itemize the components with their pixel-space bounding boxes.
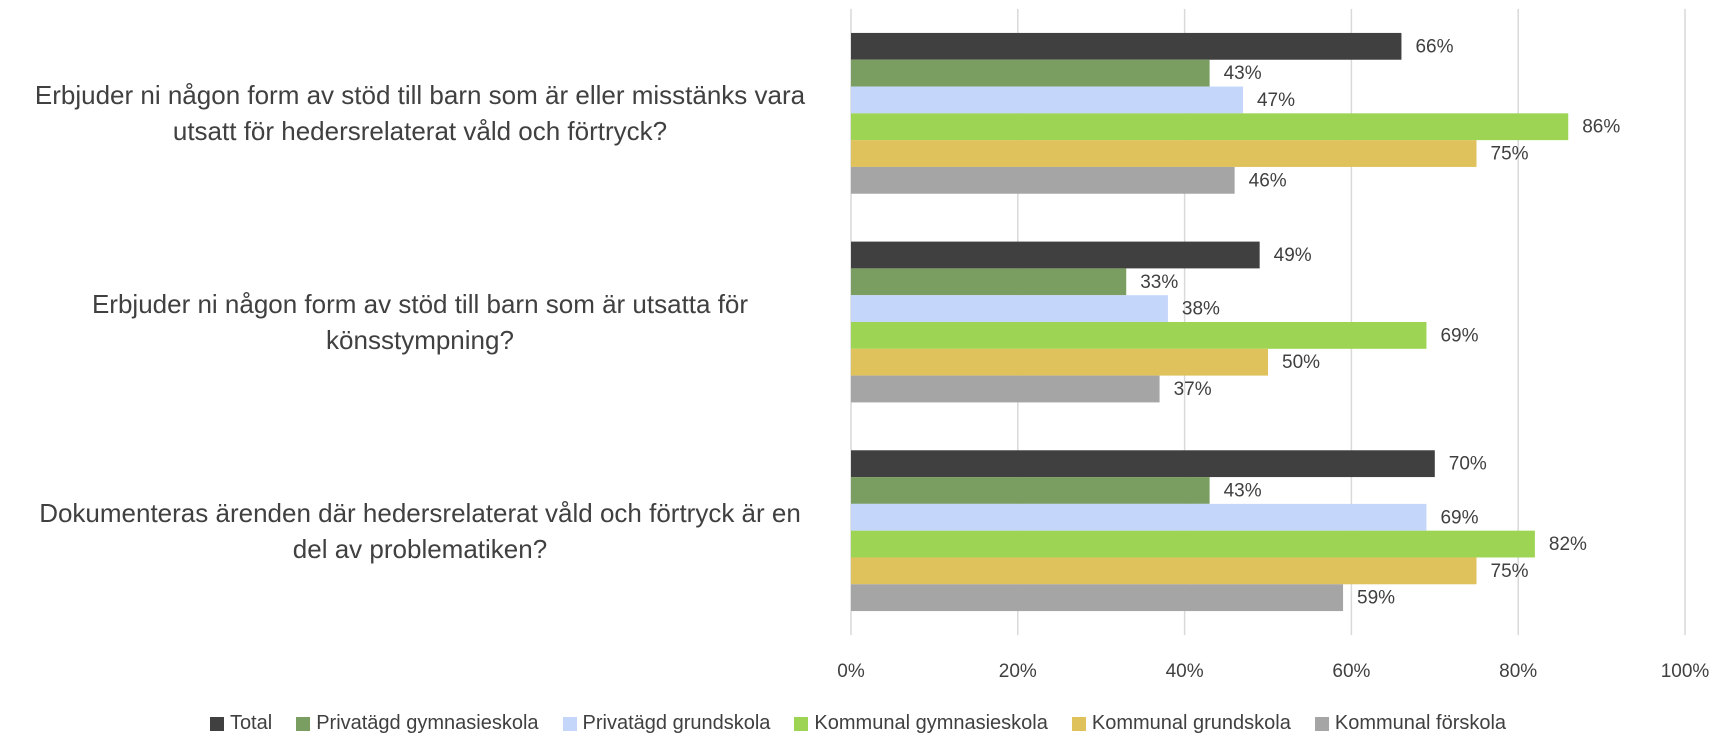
bar bbox=[851, 584, 1344, 612]
x-tick-label: 20% bbox=[999, 661, 1037, 682]
bar bbox=[851, 348, 1268, 376]
bar bbox=[851, 450, 1435, 478]
x-tick-label: 100% bbox=[1661, 661, 1710, 682]
bar bbox=[851, 113, 1569, 141]
data-label: 47% bbox=[1257, 90, 1295, 111]
bar bbox=[851, 32, 1402, 60]
legend-item: Kommunal gymnasieskola bbox=[794, 712, 1048, 735]
legend-label: Kommunal gymnasieskola bbox=[814, 712, 1048, 734]
bar bbox=[851, 86, 1243, 114]
legend-swatch bbox=[794, 716, 809, 731]
bar bbox=[851, 557, 1477, 585]
legend-item: Privatägd gymnasieskola bbox=[296, 712, 539, 735]
bar bbox=[851, 295, 1168, 322]
legend-swatch bbox=[209, 716, 224, 731]
x-tick-label: 40% bbox=[1166, 661, 1204, 682]
data-label: 43% bbox=[1224, 63, 1262, 84]
bar bbox=[851, 375, 1160, 403]
category-label: Erbjuder ni någon form av stöd till barn… bbox=[34, 80, 806, 147]
legend-label: Kommunal förskola bbox=[1334, 712, 1507, 734]
data-label: 46% bbox=[1249, 170, 1287, 191]
legend-label: Privatägd grundskola bbox=[582, 712, 771, 734]
category-label: Erbjuder ni någon form av stöd till barn… bbox=[91, 289, 749, 355]
bar bbox=[851, 477, 1210, 504]
legend-label: Kommunal grundskola bbox=[1091, 712, 1291, 734]
data-label: 59% bbox=[1357, 588, 1395, 609]
data-label: 43% bbox=[1224, 480, 1262, 501]
bar bbox=[851, 322, 1427, 349]
bar bbox=[851, 241, 1260, 269]
data-label: 49% bbox=[1274, 245, 1312, 266]
bar bbox=[851, 140, 1477, 167]
x-tick-label: 0% bbox=[837, 661, 865, 682]
data-label: 82% bbox=[1549, 534, 1587, 555]
legend-item: Privatägd grundskola bbox=[562, 712, 771, 735]
data-label: 38% bbox=[1182, 299, 1220, 320]
legend-item: Total bbox=[209, 712, 273, 735]
x-tick-label: 60% bbox=[1332, 661, 1370, 682]
data-label: 66% bbox=[1415, 36, 1453, 57]
category-label: Dokumenteras ärenden där hedersrelaterat… bbox=[39, 497, 801, 564]
data-label: 69% bbox=[1440, 507, 1478, 528]
data-label: 75% bbox=[1491, 144, 1529, 165]
legend-swatch bbox=[562, 716, 577, 731]
legend-item: Kommunal förskola bbox=[1314, 712, 1507, 735]
legend-swatch bbox=[1314, 716, 1329, 731]
bar bbox=[851, 59, 1210, 87]
bar bbox=[851, 530, 1535, 558]
legend-item: Kommunal grundskola bbox=[1071, 712, 1291, 735]
data-label: 37% bbox=[1174, 379, 1212, 400]
legend-swatch bbox=[296, 716, 311, 731]
data-label: 75% bbox=[1491, 561, 1529, 582]
bar bbox=[851, 268, 1127, 296]
data-label: 70% bbox=[1449, 454, 1487, 475]
bar bbox=[851, 166, 1235, 194]
data-label: 33% bbox=[1140, 272, 1178, 293]
bar bbox=[851, 503, 1427, 531]
data-label: 50% bbox=[1282, 352, 1320, 373]
legend-swatch bbox=[1071, 716, 1086, 731]
data-label: 69% bbox=[1440, 325, 1478, 346]
x-tick-label: 80% bbox=[1499, 661, 1537, 682]
legend-label: Total bbox=[229, 712, 273, 734]
legend-label: Privatägd gymnasieskola bbox=[316, 712, 539, 734]
data-label: 86% bbox=[1582, 117, 1620, 138]
legend: Total Privatägd gymnasieskola Privatägd gr… bbox=[0, 712, 1716, 735]
